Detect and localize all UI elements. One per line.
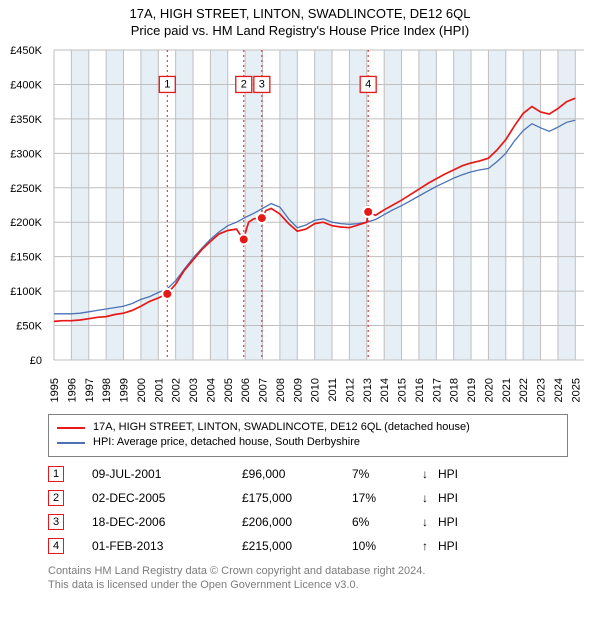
chart-svg: £0£50K£100K£150K£200K£250K£300K£350K£400… bbox=[48, 48, 588, 388]
svg-text:2023: 2023 bbox=[536, 378, 548, 402]
sale-date: 01-FEB-2013 bbox=[92, 539, 242, 553]
down-arrow-icon: ↓ bbox=[422, 491, 438, 505]
legend-item: 17A, HIGH STREET, LINTON, SWADLINCOTE, D… bbox=[57, 420, 559, 435]
up-arrow-icon: ↑ bbox=[422, 539, 438, 553]
svg-text:2014: 2014 bbox=[379, 378, 391, 402]
table-row: 3 18-DEC-2006 £206,000 6% ↓ HPI bbox=[48, 510, 568, 534]
chart-container: 17A, HIGH STREET, LINTON, SWADLINCOTE, D… bbox=[0, 0, 600, 620]
svg-text:4: 4 bbox=[365, 78, 371, 90]
svg-text:2018: 2018 bbox=[449, 378, 461, 402]
table-row: 4 01-FEB-2013 £215,000 10% ↑ HPI bbox=[48, 534, 568, 558]
price-chart: £0£50K£100K£150K£200K£250K£300K£350K£400… bbox=[48, 48, 588, 388]
sale-tag: HPI bbox=[438, 467, 458, 481]
svg-text:£300K: £300K bbox=[10, 148, 42, 160]
sale-date: 18-DEC-2006 bbox=[92, 515, 242, 529]
sale-tag: HPI bbox=[438, 491, 458, 505]
down-arrow-icon: ↓ bbox=[422, 515, 438, 529]
footer-line: This data is licensed under the Open Gov… bbox=[48, 578, 578, 592]
svg-text:2001: 2001 bbox=[153, 378, 165, 402]
sale-marker-box: 4 bbox=[48, 538, 64, 554]
svg-text:2: 2 bbox=[241, 78, 247, 90]
legend-swatch-red bbox=[57, 427, 85, 429]
sale-marker-box: 3 bbox=[48, 514, 64, 530]
svg-text:2008: 2008 bbox=[275, 378, 287, 402]
svg-text:2005: 2005 bbox=[223, 378, 235, 402]
sale-diff: 17% bbox=[352, 491, 422, 505]
svg-text:2009: 2009 bbox=[292, 378, 304, 402]
svg-text:1996: 1996 bbox=[66, 378, 78, 402]
svg-text:2024: 2024 bbox=[553, 378, 565, 402]
svg-text:2017: 2017 bbox=[431, 378, 443, 402]
chart-subtitle: Price paid vs. HM Land Registry's House … bbox=[0, 21, 600, 38]
sale-marker-box: 1 bbox=[48, 466, 64, 482]
table-row: 1 09-JUL-2001 £96,000 7% ↓ HPI bbox=[48, 462, 568, 486]
sale-date: 09-JUL-2001 bbox=[92, 467, 242, 481]
svg-text:£350K: £350K bbox=[10, 114, 42, 126]
svg-text:1998: 1998 bbox=[101, 378, 113, 402]
svg-text:2021: 2021 bbox=[501, 378, 513, 402]
legend-label: 17A, HIGH STREET, LINTON, SWADLINCOTE, D… bbox=[93, 420, 470, 435]
sale-diff: 7% bbox=[352, 467, 422, 481]
svg-text:£150K: £150K bbox=[10, 252, 42, 264]
svg-text:2025: 2025 bbox=[570, 378, 582, 402]
sale-diff: 6% bbox=[352, 515, 422, 529]
svg-text:£200K: £200K bbox=[10, 217, 42, 229]
svg-text:2019: 2019 bbox=[466, 378, 478, 402]
sale-price: £96,000 bbox=[242, 467, 352, 481]
svg-text:1999: 1999 bbox=[119, 378, 131, 402]
sale-tag: HPI bbox=[438, 539, 458, 553]
svg-text:£250K: £250K bbox=[10, 183, 42, 195]
legend-item: HPI: Average price, detached house, Sout… bbox=[57, 435, 559, 450]
svg-text:£450K: £450K bbox=[10, 45, 42, 57]
sale-diff: 10% bbox=[352, 539, 422, 553]
svg-text:2020: 2020 bbox=[483, 378, 495, 402]
svg-text:2015: 2015 bbox=[397, 378, 409, 402]
svg-text:1: 1 bbox=[164, 78, 170, 90]
svg-text:3: 3 bbox=[259, 78, 265, 90]
down-arrow-icon: ↓ bbox=[422, 467, 438, 481]
svg-text:2011: 2011 bbox=[327, 378, 339, 402]
sales-table: 1 09-JUL-2001 £96,000 7% ↓ HPI 2 02-DEC-… bbox=[48, 462, 568, 558]
svg-text:2010: 2010 bbox=[310, 378, 322, 402]
chart-title: 17A, HIGH STREET, LINTON, SWADLINCOTE, D… bbox=[0, 0, 600, 21]
sale-tag: HPI bbox=[438, 515, 458, 529]
svg-text:2016: 2016 bbox=[414, 378, 426, 402]
sale-price: £175,000 bbox=[242, 491, 352, 505]
svg-text:£0: £0 bbox=[30, 355, 42, 367]
svg-text:£400K: £400K bbox=[10, 79, 42, 91]
table-row: 2 02-DEC-2005 £175,000 17% ↓ HPI bbox=[48, 486, 568, 510]
svg-text:2000: 2000 bbox=[136, 378, 148, 402]
sale-price: £215,000 bbox=[242, 539, 352, 553]
svg-text:2003: 2003 bbox=[188, 378, 200, 402]
legend-label: HPI: Average price, detached house, Sout… bbox=[93, 435, 360, 450]
svg-text:2006: 2006 bbox=[240, 378, 252, 402]
svg-text:£100K: £100K bbox=[10, 286, 42, 298]
sale-price: £206,000 bbox=[242, 515, 352, 529]
svg-text:2012: 2012 bbox=[344, 378, 356, 402]
footer-line: Contains HM Land Registry data © Crown c… bbox=[48, 564, 578, 578]
legend-swatch-blue bbox=[57, 442, 85, 444]
svg-text:2013: 2013 bbox=[362, 378, 374, 402]
svg-text:2022: 2022 bbox=[518, 378, 530, 402]
sale-date: 02-DEC-2005 bbox=[92, 491, 242, 505]
sale-marker-box: 2 bbox=[48, 490, 64, 506]
svg-text:£50K: £50K bbox=[16, 321, 42, 333]
svg-text:2007: 2007 bbox=[258, 378, 270, 402]
svg-text:2002: 2002 bbox=[171, 378, 183, 402]
footer-attribution: Contains HM Land Registry data © Crown c… bbox=[48, 564, 578, 592]
svg-text:1997: 1997 bbox=[84, 378, 96, 402]
legend: 17A, HIGH STREET, LINTON, SWADLINCOTE, D… bbox=[48, 414, 568, 457]
svg-text:1995: 1995 bbox=[49, 378, 61, 402]
svg-text:2004: 2004 bbox=[205, 378, 217, 402]
